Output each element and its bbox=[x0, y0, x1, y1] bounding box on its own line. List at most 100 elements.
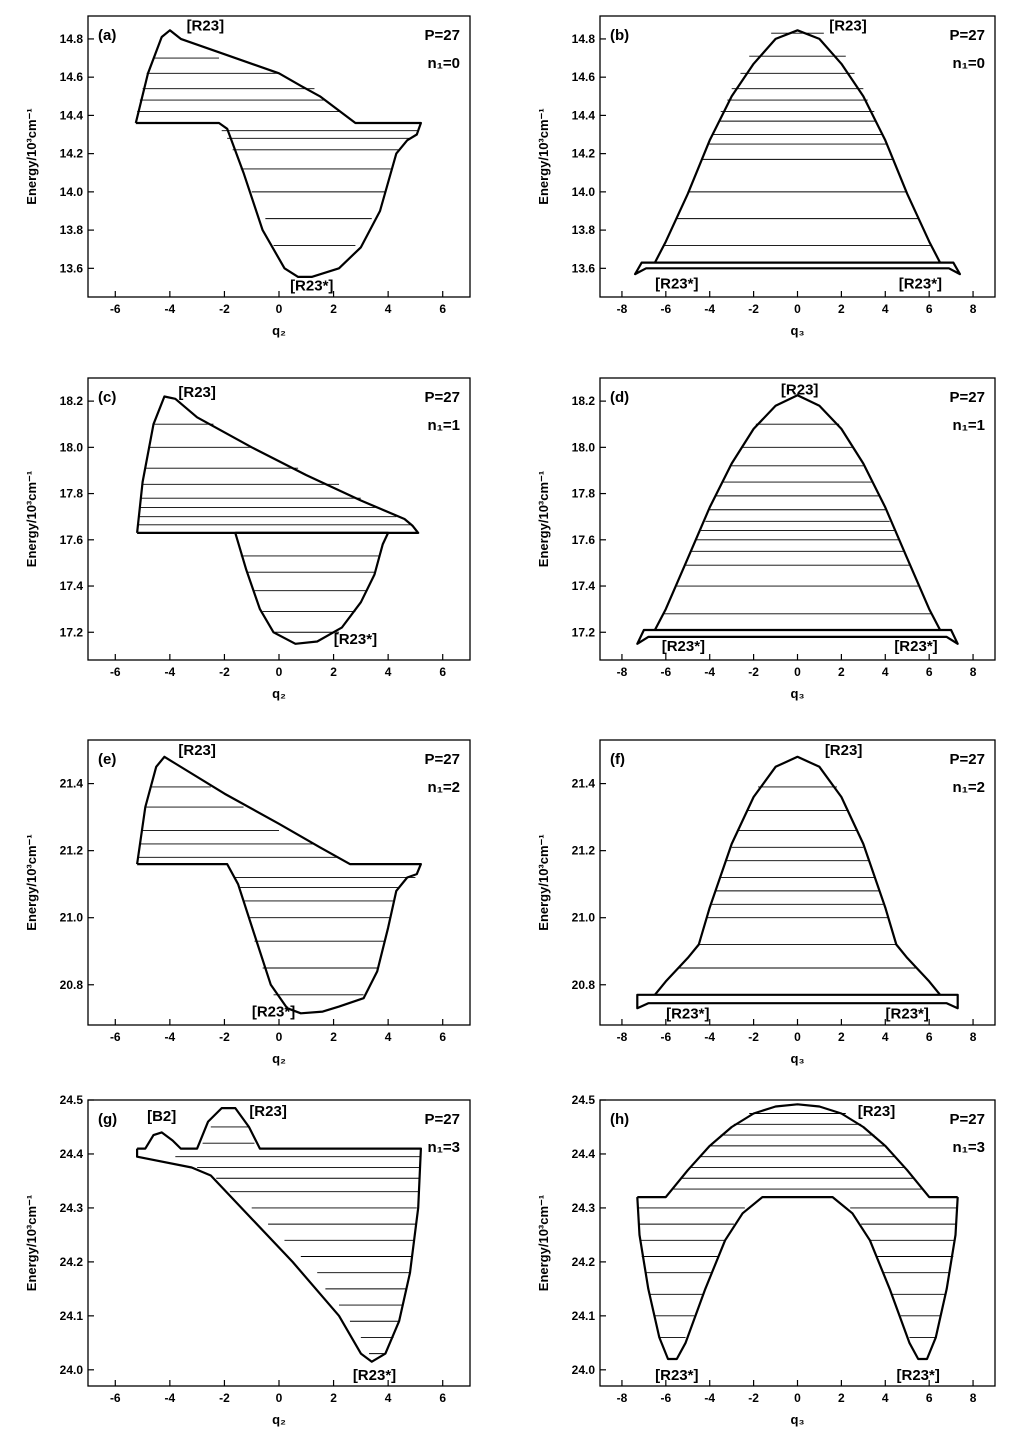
y-axis-label: Energy/10³cm⁻¹ bbox=[536, 471, 551, 567]
y-tick-label: 21.4 bbox=[60, 777, 84, 791]
x-tick-label: 8 bbox=[970, 665, 977, 679]
y-tick-label: 20.8 bbox=[572, 978, 596, 992]
x-tick-label: -2 bbox=[748, 1391, 759, 1405]
x-tick-label: 0 bbox=[794, 302, 801, 316]
y-tick-label: 21.2 bbox=[572, 844, 596, 858]
x-tick-label: 0 bbox=[276, 665, 283, 679]
boundary-curve bbox=[637, 1103, 958, 1199]
plot-frame bbox=[599, 739, 996, 1026]
y-tick-label: 14.0 bbox=[60, 185, 84, 199]
y-tick-label: 14.4 bbox=[60, 108, 84, 122]
y-tick-label: 24.5 bbox=[60, 1093, 84, 1107]
panel-label: (f) bbox=[610, 751, 625, 768]
param-n: n₁=3 bbox=[428, 1139, 460, 1156]
x-axis-label: q₂ bbox=[272, 323, 286, 338]
y-tick-label: 24.0 bbox=[572, 1363, 596, 1377]
annotation-label: [R23*] bbox=[353, 1367, 396, 1384]
x-tick-label: 2 bbox=[838, 1030, 845, 1044]
y-tick-label: 24.0 bbox=[60, 1363, 84, 1377]
y-tick-label: 14.2 bbox=[60, 147, 84, 161]
y-tick-label: 13.6 bbox=[60, 261, 84, 275]
panel-d: -8 -6 -4 -2 0 2 4 6 8 17.2 17.4 17.6 17.8 18.0 18.2 q₃ E… bbox=[536, 377, 996, 701]
y-axis-label: Energy/10³cm⁻¹ bbox=[536, 1195, 551, 1291]
x-tick-label: -6 bbox=[660, 302, 671, 316]
panel-c: -6 -4 -2 0 2 4 6 17.2 17.4 17.6 17.8 18.0 18.2 q₂ Ener… bbox=[24, 377, 471, 701]
param-p: P=27 bbox=[950, 1111, 985, 1128]
x-tick-label: -6 bbox=[110, 1030, 121, 1044]
y-tick-label: 18.2 bbox=[572, 394, 596, 408]
x-tick-label: 2 bbox=[330, 1391, 337, 1405]
panel-label: (c) bbox=[98, 389, 116, 406]
x-tick-label: -6 bbox=[660, 1030, 671, 1044]
annotation-label: [R23] bbox=[187, 18, 225, 35]
param-n: n₁=2 bbox=[953, 779, 985, 796]
param-p: P=27 bbox=[425, 1111, 460, 1128]
panel-f: -8 -6 -4 -2 0 2 4 6 8 20.8 21.0 21.2 21.4 q₃ Energy/10… bbox=[536, 739, 996, 1066]
y-tick-label: 24.4 bbox=[572, 1147, 596, 1161]
y-axis-label: Energy/10³cm⁻¹ bbox=[24, 108, 39, 204]
y-tick-label: 21.0 bbox=[60, 911, 84, 925]
annotation-label: [R23*] bbox=[655, 1367, 698, 1384]
param-p: P=27 bbox=[425, 751, 460, 768]
boundary-curve bbox=[653, 29, 942, 264]
x-tick-label: 4 bbox=[882, 665, 889, 679]
panel-label: (b) bbox=[610, 27, 629, 44]
annotation-label: [R23*] bbox=[655, 276, 698, 293]
x-axis-label: q₃ bbox=[791, 1051, 805, 1066]
y-tick-label: 24.4 bbox=[60, 1147, 84, 1161]
panel-label: (h) bbox=[610, 1111, 629, 1128]
boundary-curve bbox=[634, 261, 961, 276]
x-tick-label: 4 bbox=[385, 1391, 392, 1405]
annotation-label: [R23*] bbox=[252, 1004, 295, 1021]
annotation-label: [R23*] bbox=[666, 1005, 709, 1022]
x-tick-label: -8 bbox=[617, 1391, 628, 1405]
x-tick-label: -4 bbox=[165, 1391, 176, 1405]
x-tick-label: 6 bbox=[439, 302, 446, 316]
y-tick-label: 14.8 bbox=[60, 32, 84, 46]
param-n: n₁=0 bbox=[428, 55, 460, 72]
plot-frame bbox=[87, 739, 471, 1026]
annotation-label: [R23] bbox=[781, 382, 819, 399]
x-tick-label: 0 bbox=[276, 1391, 283, 1405]
boundary-curve bbox=[136, 395, 420, 534]
x-tick-label: 4 bbox=[385, 665, 392, 679]
panel-a: -6 -4 -2 0 2 4 6 13.6 13.8 14.0 14.2 14.4 14.6 14.8 q₂… bbox=[24, 15, 471, 338]
x-tick-label: 6 bbox=[926, 665, 933, 679]
x-axis-label: q₂ bbox=[272, 1051, 286, 1066]
x-tick-label: 6 bbox=[926, 302, 933, 316]
x-tick-label: -2 bbox=[748, 665, 759, 679]
boundary-curve bbox=[653, 394, 942, 631]
y-tick-label: 24.1 bbox=[572, 1309, 596, 1323]
param-n: n₁=3 bbox=[953, 1139, 985, 1156]
x-tick-label: -8 bbox=[617, 1030, 628, 1044]
annotation-label: [R23*] bbox=[290, 278, 333, 295]
panel-label: (e) bbox=[98, 751, 116, 768]
x-tick-label: 2 bbox=[330, 1030, 337, 1044]
annotation-label: [R23] bbox=[829, 18, 867, 35]
x-tick-label: -4 bbox=[165, 665, 176, 679]
y-axis-label: Energy/10³cm⁻¹ bbox=[536, 834, 551, 930]
y-tick-label: 21.4 bbox=[572, 777, 596, 791]
x-tick-label: 2 bbox=[838, 302, 845, 316]
panel-label: (g) bbox=[98, 1111, 117, 1128]
y-tick-label: 13.8 bbox=[60, 223, 84, 237]
x-tick-label: -2 bbox=[219, 1030, 230, 1044]
x-tick-label: 4 bbox=[385, 302, 392, 316]
y-tick-label: 18.0 bbox=[572, 440, 596, 454]
param-p: P=27 bbox=[950, 27, 985, 44]
x-tick-label: -8 bbox=[617, 665, 628, 679]
boundary-curve bbox=[136, 1107, 422, 1363]
y-tick-label: 17.4 bbox=[572, 579, 596, 593]
param-p: P=27 bbox=[950, 751, 985, 768]
x-tick-label: 0 bbox=[276, 1030, 283, 1044]
y-tick-label: 14.6 bbox=[60, 70, 84, 84]
x-axis-label: q₃ bbox=[791, 323, 805, 338]
x-tick-label: -6 bbox=[110, 1391, 121, 1405]
x-tick-label: -6 bbox=[110, 665, 121, 679]
x-tick-label: -6 bbox=[110, 302, 121, 316]
y-tick-label: 21.2 bbox=[60, 844, 84, 858]
x-tick-label: 2 bbox=[330, 665, 337, 679]
param-p: P=27 bbox=[425, 389, 460, 406]
x-tick-label: 0 bbox=[276, 302, 283, 316]
